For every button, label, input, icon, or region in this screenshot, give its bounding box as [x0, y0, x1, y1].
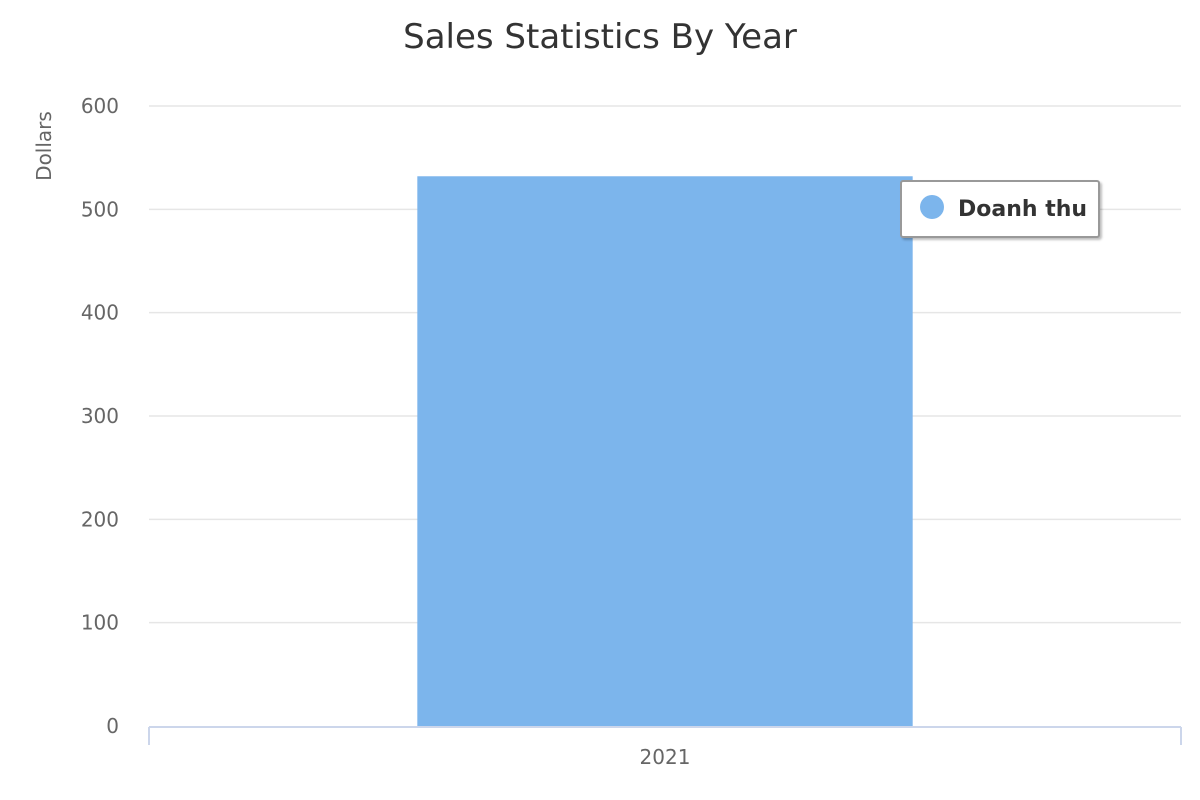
- y-tick-label: 500: [81, 197, 119, 221]
- y-axis-title: Dollars: [32, 111, 56, 181]
- legend-box: [900, 180, 1100, 238]
- x-axis: 2021: [148, 726, 1182, 769]
- chart-title: Sales Statistics By Year: [403, 17, 797, 57]
- y-axis-ticks: 0 100 200 300 400 500 600: [81, 94, 119, 738]
- bar-series: [417, 176, 913, 726]
- legend-item-doanh-thu[interactable]: Doanh thu: [958, 197, 1087, 222]
- y-tick-label: 100: [81, 611, 119, 635]
- y-tick-label: 600: [81, 94, 119, 118]
- x-tick-label: 2021: [640, 745, 691, 769]
- y-tick-label: 300: [81, 404, 119, 428]
- y-tick-label: 200: [81, 507, 119, 531]
- bar[interactable]: [417, 176, 913, 726]
- y-tick-label: 400: [81, 301, 119, 325]
- legend[interactable]: Doanh thu: [900, 180, 1100, 238]
- legend-marker-icon: [920, 195, 944, 219]
- y-tick-label: 0: [106, 714, 119, 738]
